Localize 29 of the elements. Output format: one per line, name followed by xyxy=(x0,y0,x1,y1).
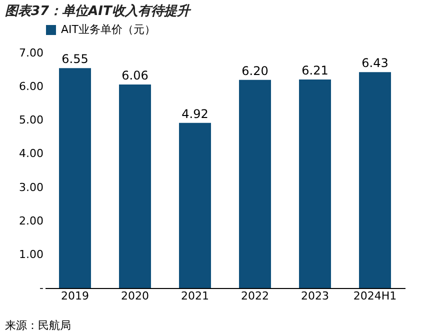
bar xyxy=(179,122,211,288)
y-tick-label: 2.00 xyxy=(19,214,44,228)
y-tick-label: 5.00 xyxy=(19,114,44,127)
y-tick-label: 7.00 xyxy=(19,46,44,60)
y-tick-label: 4.00 xyxy=(19,147,44,160)
legend-label: AIT业务单价（元） xyxy=(61,23,156,36)
bar xyxy=(59,68,91,288)
source-note: 来源：民航局 xyxy=(5,319,71,332)
bar xyxy=(119,84,151,288)
text: 6.43 xyxy=(362,56,388,70)
x-tick-label: 2020 xyxy=(121,290,149,302)
y-tick-label: - xyxy=(40,282,44,294)
text: 6.55 xyxy=(62,52,88,66)
x-tick-label: 2022 xyxy=(241,290,269,302)
x-tick-label: 2021 xyxy=(181,290,209,302)
text: 6.20 xyxy=(242,64,268,78)
x-tick-label: 2019 xyxy=(61,290,89,302)
bar xyxy=(239,80,271,288)
y-tick-label: 6.00 xyxy=(19,80,44,94)
text: 6.06 xyxy=(122,68,148,83)
bar xyxy=(359,72,391,288)
x-tick-label: 2023 xyxy=(301,290,329,302)
chart-title: 图表37：单位AIT收入有待提升 xyxy=(5,3,192,19)
text: 6.21 xyxy=(302,64,328,78)
text: 4.92 xyxy=(182,106,208,121)
y-tick-label: 1.00 xyxy=(19,248,44,261)
x-tick-label: 2024H1 xyxy=(353,290,397,302)
bar xyxy=(299,80,331,288)
y-tick-label: 3.00 xyxy=(19,180,44,194)
